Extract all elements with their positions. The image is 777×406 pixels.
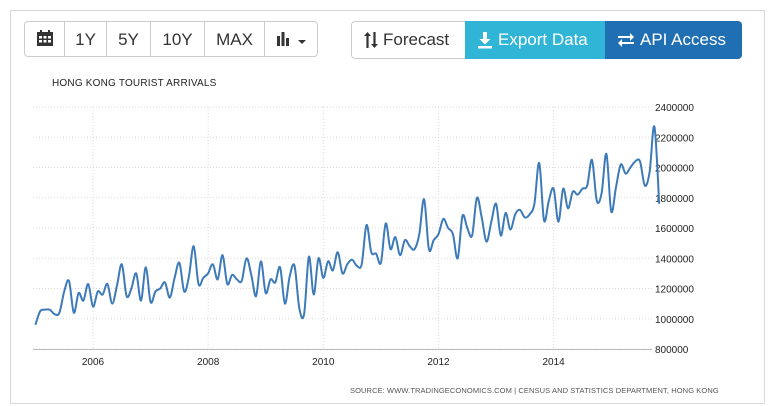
- exchange-arrows-icon: [617, 32, 635, 48]
- forecast-button[interactable]: Forecast: [351, 21, 465, 59]
- api-access-button[interactable]: API Access: [605, 21, 742, 59]
- y-tick-label: 2000000: [655, 164, 694, 175]
- sort-arrows-icon: [364, 31, 378, 49]
- range-10y-button[interactable]: 10Y: [151, 22, 205, 56]
- x-tick-label: 2014: [543, 357, 566, 368]
- y-tick-label: 800000: [655, 345, 689, 356]
- x-tick-label: 2012: [427, 357, 450, 368]
- y-tick-label: 2200000: [655, 133, 694, 144]
- range-5y-button[interactable]: 5Y: [107, 22, 151, 56]
- export-data-label: Export Data: [498, 30, 588, 49]
- toolbar: 1Y 5Y 10Y MAX: [24, 21, 318, 57]
- range-max-button[interactable]: MAX: [205, 22, 265, 56]
- caret-down-icon: [298, 30, 306, 50]
- x-tick-label: 2008: [197, 357, 220, 368]
- y-tick-label: 1000000: [655, 315, 694, 326]
- y-tick-label: 1600000: [655, 224, 694, 235]
- x-axis-ticks: 2006 2008 2010 2012 2014: [82, 357, 565, 368]
- x-tick-label: 2006: [82, 357, 105, 368]
- y-tick-label: 2400000: [655, 103, 694, 114]
- grid: [33, 106, 652, 350]
- y-tick-label: 1200000: [655, 285, 694, 296]
- calendar-icon: [36, 29, 54, 52]
- export-data-button[interactable]: Export Data: [465, 21, 605, 59]
- source-note: SOURCE: WWW.TRADINGECONOMICS.COM | CENSU…: [350, 386, 719, 395]
- action-button-group: Forecast Export Data API Access: [351, 21, 742, 59]
- download-icon: [477, 31, 493, 49]
- bar-chart-icon: [276, 30, 294, 51]
- api-access-label: API Access: [640, 30, 726, 49]
- chart-title: HONG KONG TOURIST ARRIVALS: [52, 78, 217, 89]
- y-tick-label: 1400000: [655, 254, 694, 265]
- y-axis-ticks: 800000 1000000 1200000 1400000 1600000 180000…: [655, 103, 694, 356]
- y-tick-label: 1800000: [655, 194, 694, 205]
- chart-panel: [10, 10, 765, 404]
- series-line: [34, 125, 661, 326]
- calendar-button[interactable]: [25, 22, 65, 56]
- x-tick-label: 2010: [312, 357, 335, 368]
- chart-type-dropdown[interactable]: [265, 22, 317, 56]
- forecast-label: Forecast: [383, 30, 450, 49]
- range-button-group: 1Y 5Y 10Y MAX: [24, 21, 318, 57]
- range-1y-button[interactable]: 1Y: [65, 22, 107, 56]
